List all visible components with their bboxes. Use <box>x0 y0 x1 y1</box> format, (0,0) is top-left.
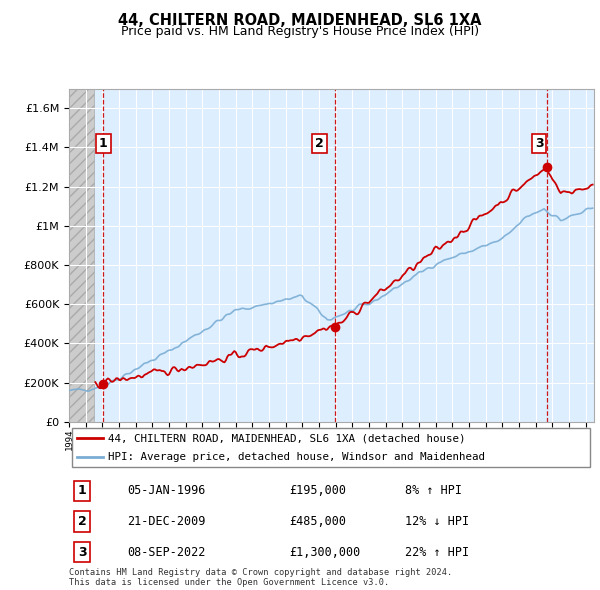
Text: 44, CHILTERN ROAD, MAIDENHEAD, SL6 1XA (detached house): 44, CHILTERN ROAD, MAIDENHEAD, SL6 1XA (… <box>109 433 466 443</box>
Bar <box>69 88 94 422</box>
Text: 08-SEP-2022: 08-SEP-2022 <box>127 546 205 559</box>
Text: 22% ↑ HPI: 22% ↑ HPI <box>405 546 469 559</box>
Text: Contains HM Land Registry data © Crown copyright and database right 2024.
This d: Contains HM Land Registry data © Crown c… <box>69 568 452 587</box>
Text: 05-JAN-1996: 05-JAN-1996 <box>127 484 205 497</box>
Text: 1: 1 <box>98 137 107 150</box>
Text: £485,000: £485,000 <box>290 515 347 528</box>
Text: £1,300,000: £1,300,000 <box>290 546 361 559</box>
Text: 3: 3 <box>78 546 86 559</box>
Text: 2: 2 <box>78 515 86 528</box>
Text: HPI: Average price, detached house, Windsor and Maidenhead: HPI: Average price, detached house, Wind… <box>109 452 485 462</box>
Text: 21-DEC-2009: 21-DEC-2009 <box>127 515 205 528</box>
Text: 44, CHILTERN ROAD, MAIDENHEAD, SL6 1XA: 44, CHILTERN ROAD, MAIDENHEAD, SL6 1XA <box>118 13 482 28</box>
FancyBboxPatch shape <box>71 428 590 467</box>
Text: 12% ↓ HPI: 12% ↓ HPI <box>405 515 469 528</box>
Text: 1: 1 <box>78 484 86 497</box>
Text: £195,000: £195,000 <box>290 484 347 497</box>
Text: 2: 2 <box>314 137 323 150</box>
Text: Price paid vs. HM Land Registry's House Price Index (HPI): Price paid vs. HM Land Registry's House … <box>121 25 479 38</box>
Text: 3: 3 <box>535 137 544 150</box>
Text: 8% ↑ HPI: 8% ↑ HPI <box>405 484 462 497</box>
